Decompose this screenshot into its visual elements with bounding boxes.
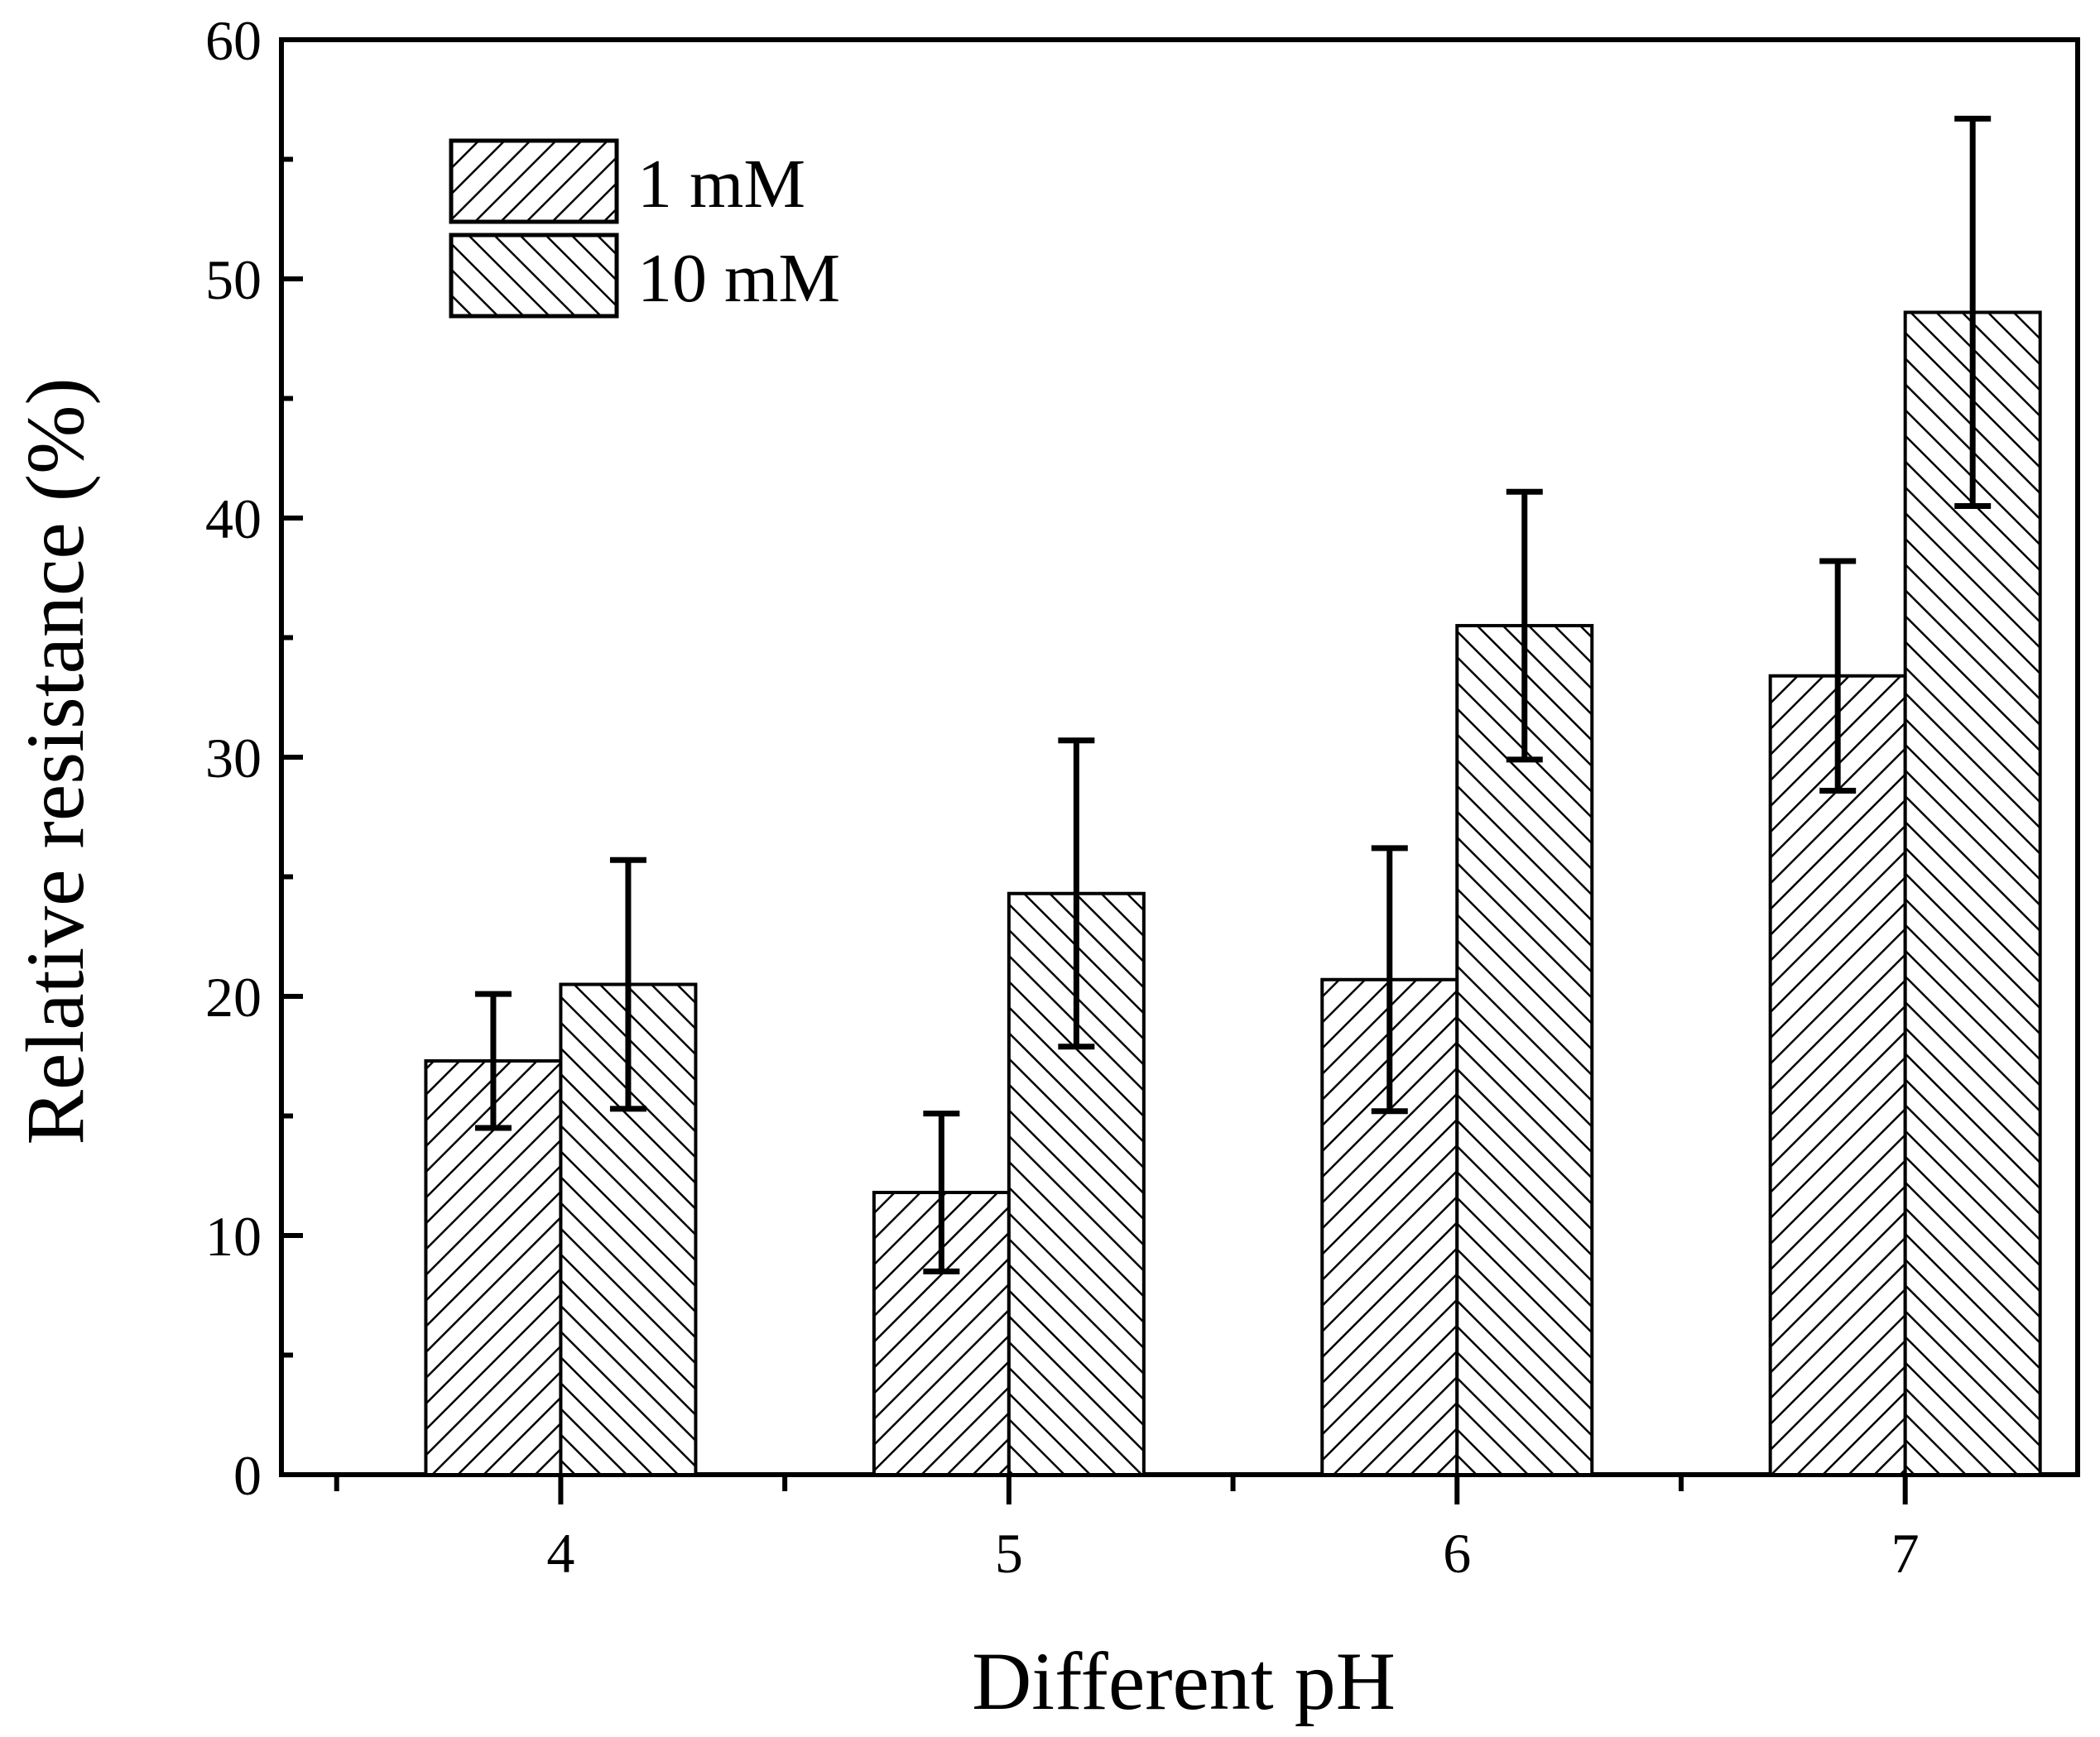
legend-swatch-1mm bbox=[449, 138, 619, 224]
legend: 1 mM 10 mM bbox=[449, 138, 840, 319]
y-tick-label: 40 bbox=[205, 487, 262, 550]
legend-label-1mm: 1 mM bbox=[637, 146, 805, 223]
y-axis: 0 10 20 30 40 50 60 bbox=[205, 9, 303, 1507]
y-tick-label: 30 bbox=[205, 727, 262, 789]
y-tick-label: 20 bbox=[205, 966, 262, 1029]
error-bar-group bbox=[474, 115, 1992, 1274]
x-axis: 4 5 6 7 bbox=[334, 1475, 1920, 1585]
y-tick-label: 50 bbox=[205, 248, 262, 311]
x-axis-title: Different pH bbox=[972, 1635, 1396, 1727]
bar-1mm-ph7 bbox=[1768, 674, 1907, 1476]
x-tick-label: 6 bbox=[1443, 1522, 1471, 1585]
legend-swatch-10mm bbox=[449, 233, 619, 319]
y-tick-label: 60 bbox=[205, 9, 262, 72]
y-tick-label: 10 bbox=[205, 1205, 262, 1268]
x-tick-label: 4 bbox=[546, 1522, 574, 1585]
x-tick-label: 7 bbox=[1891, 1522, 1920, 1585]
x-tick-label: 5 bbox=[995, 1522, 1023, 1585]
y-axis-title: Relative resistance (%) bbox=[9, 377, 101, 1144]
legend-label-10mm: 10 mM bbox=[637, 240, 840, 317]
bar-series-group bbox=[424, 310, 2042, 1477]
y-tick-label: 0 bbox=[233, 1444, 262, 1507]
bar-10mm-ph6 bbox=[1455, 624, 1594, 1476]
